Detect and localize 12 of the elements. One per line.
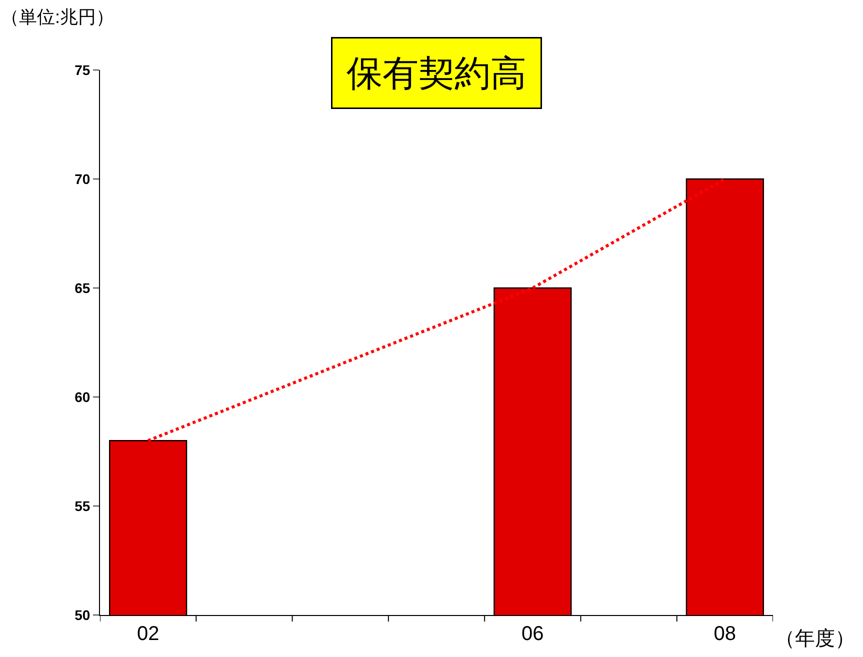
y-tick-label: 65 <box>74 280 90 296</box>
x-axis-title: （年度） <box>775 628 855 650</box>
y-tick-label: 75 <box>74 62 90 78</box>
chart-title: 保有契約高 <box>346 52 526 94</box>
y-axis-title: （単位:兆円） <box>1 7 114 27</box>
y-tick-label: 55 <box>74 498 90 514</box>
x-tick-label: 08 <box>714 623 736 645</box>
y-tick-label: 70 <box>74 170 90 187</box>
y-tick-label: 50 <box>74 606 90 623</box>
x-tick-label: 02 <box>136 623 160 645</box>
x-tick-label: 06 <box>522 623 544 645</box>
y-tick-label: 60 <box>74 388 90 405</box>
